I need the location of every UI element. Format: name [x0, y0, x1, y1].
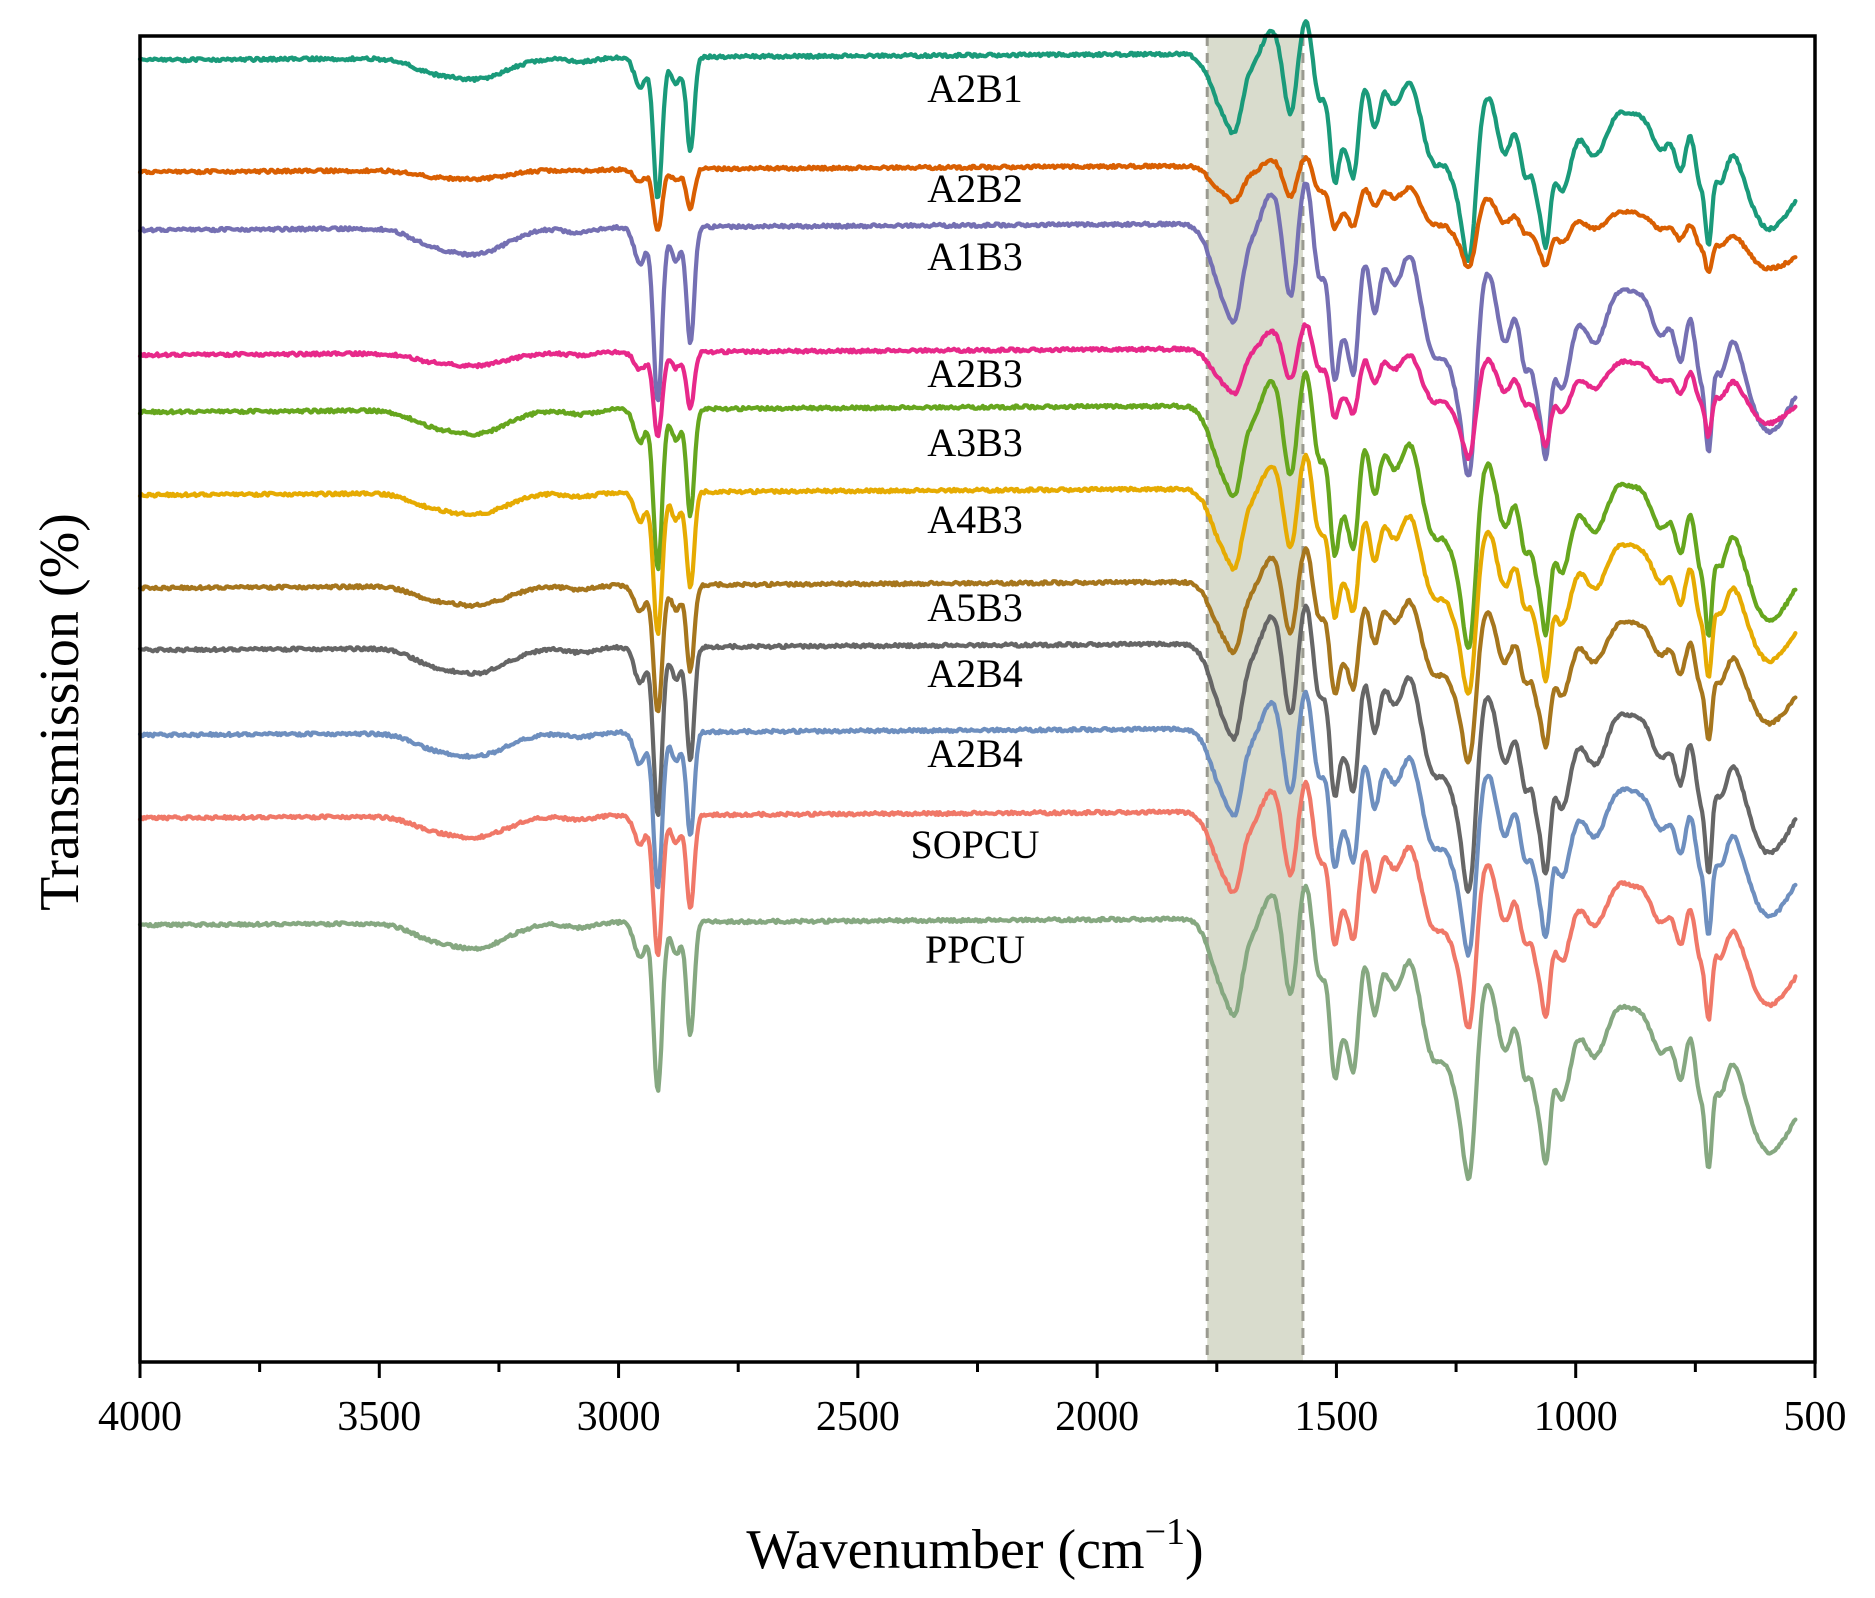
series-label-ppcu: PPCU: [925, 927, 1025, 972]
x-axis-title-exponent: −1: [1145, 1511, 1185, 1553]
x-axis-ticks: 4000 3500 3000 2500 2000 1500 1000 500: [98, 1362, 1847, 1440]
x-tick-label: 3000: [577, 1394, 661, 1440]
series-label-a2b2: A2B2: [927, 166, 1023, 211]
series-label-a2b1: A2B1: [927, 66, 1023, 111]
x-tick-label: 2500: [816, 1394, 900, 1440]
series-line-a2b4: [137, 689, 1798, 958]
series-line-ppcu: [137, 883, 1798, 1182]
x-tick-label: 4000: [98, 1394, 182, 1440]
x-axis-title: Wavenumber (cm−1): [746, 1511, 1203, 1581]
series-label-a1b3: A1B3: [927, 234, 1023, 279]
series-line-a1b3: [137, 181, 1798, 478]
series-label-a2b4: A2B4: [927, 651, 1023, 696]
x-axis-title-close: ): [1185, 1519, 1204, 1581]
x-tick-label: 1000: [1534, 1394, 1618, 1440]
series-line-a2b2: [137, 155, 1798, 274]
series-label-a4b3: A4B3: [927, 497, 1023, 542]
series-line-sopcu: [137, 779, 1798, 1030]
series-label-a2b3: A2B3: [927, 351, 1023, 396]
series-line-a3b3: [137, 370, 1798, 650]
series-label-a2b4: A2B4: [927, 731, 1023, 776]
series-line-a4b3: [137, 452, 1798, 696]
series-labels: A2B1 A2B2 A1B3 A2B3 A3B3 A4B3 A5B3 A2B4 A2B4 SOPC…: [911, 66, 1040, 972]
series-line-a2b1: [137, 19, 1798, 263]
series-label-a3b3: A3B3: [927, 420, 1023, 465]
series-traces: [137, 19, 1798, 1182]
series-line-a2b4: [137, 603, 1798, 894]
y-axis-title: Transmission (%): [29, 513, 91, 911]
series-line-a2b3: [137, 322, 1798, 462]
x-tick-label: 1500: [1294, 1394, 1378, 1440]
series-label-sopcu: SOPCU: [911, 822, 1040, 867]
series-line-a5b3: [137, 546, 1798, 765]
x-axis-title-main: Wavenumber (cm: [746, 1519, 1144, 1581]
x-tick-label: 500: [1784, 1394, 1847, 1440]
x-tick-label: 3500: [337, 1394, 421, 1440]
x-tick-label: 2000: [1055, 1394, 1139, 1440]
series-label-a5b3: A5B3: [927, 585, 1023, 630]
